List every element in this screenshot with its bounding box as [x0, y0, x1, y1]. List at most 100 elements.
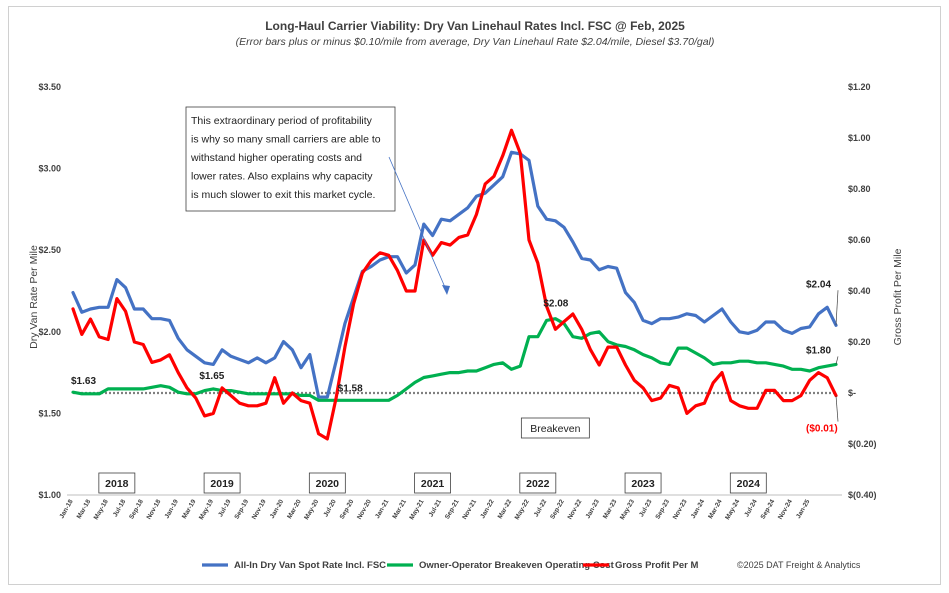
year-label: 2020	[316, 478, 340, 490]
year-box	[414, 472, 451, 494]
year-box	[98, 472, 136, 494]
year-box	[203, 472, 241, 494]
year-box	[729, 472, 767, 494]
y-tick-right: $0.40	[848, 286, 871, 296]
year-label: 2021	[421, 478, 445, 490]
x-tick-label: May-21	[408, 498, 425, 521]
note-box	[185, 106, 396, 212]
x-tick-label: Sep-23	[654, 498, 671, 520]
x-tick-label: Nov-21	[461, 498, 478, 521]
data-label: $1.80	[806, 345, 831, 356]
y-tick-right: $0.20	[848, 337, 871, 347]
data-label: ($0.01)	[806, 424, 838, 435]
year-label: 2022	[526, 478, 550, 490]
x-tick-label: Jan-21	[374, 498, 391, 520]
y-axis-left-label: Dry Van Rate Per Mile	[28, 245, 40, 349]
x-tick-label: May-18	[93, 498, 110, 521]
year-box	[624, 472, 662, 494]
y-tick-left: $2.00	[38, 327, 61, 337]
x-tick-label: Mar-19	[181, 498, 198, 520]
year-box	[308, 472, 346, 494]
series-line-1	[71, 317, 838, 402]
x-tick-label: Nov-23	[672, 498, 689, 521]
year-label: 2018	[105, 478, 129, 490]
x-tick-label: Nov-24	[777, 498, 794, 521]
y-tick-left: $1.50	[38, 408, 61, 418]
chart-frame: Long-Haul Carrier Viability: Dry Van Lin…	[8, 6, 941, 585]
y-tick-right: $(0.40)	[848, 490, 877, 500]
year-box	[519, 472, 557, 494]
y-tick-right: $-	[848, 388, 856, 398]
line-chart: Long-Haul Carrier Viability: Dry Van Lin…	[28, 19, 904, 571]
legend-label: Owner-Operator Breakeven Operating Cost	[419, 560, 615, 571]
legend-label: Gross Profit Per M	[615, 560, 698, 571]
x-tick-label: Mar-18	[76, 498, 93, 520]
x-tick-label: Jan-25	[795, 498, 812, 520]
y-tick-left: $3.00	[38, 164, 61, 174]
x-tick-label: May-24	[724, 498, 741, 521]
x-tick-label: Sep-24	[760, 498, 777, 520]
data-label: $2.04	[806, 279, 831, 290]
x-tick-label: Sep-22	[549, 498, 566, 520]
chart-title: Long-Haul Carrier Viability: Dry Van Lin…	[265, 19, 685, 33]
data-label: $2.08	[543, 299, 568, 310]
data-label: $1.65	[199, 371, 224, 382]
y-tick-right: $1.00	[848, 133, 871, 143]
note-line: withstand higher operating costs and	[190, 152, 362, 164]
note-line: This extraordinary period of profitabili…	[191, 115, 373, 127]
data-label: $1.63	[71, 376, 96, 387]
x-tick-label: Sep-18	[128, 498, 145, 520]
x-tick-label: Mar-23	[602, 498, 619, 520]
x-tick-label: May-20	[303, 498, 320, 521]
y-tick-left: $3.50	[38, 82, 61, 92]
x-tick-label: Nov-18	[146, 498, 163, 521]
x-tick-label: Jan-24	[690, 498, 707, 520]
y-tick-right: $(0.20)	[848, 439, 877, 449]
x-tick-label: Nov-20	[356, 498, 373, 521]
chart-subtitle: (Error bars plus or minus $0.10/mile fro…	[236, 36, 715, 48]
x-tick-label: Jul-22	[533, 498, 549, 518]
x-tick-label: Nov-22	[566, 498, 583, 521]
x-tick-label: Sep-20	[339, 498, 356, 520]
series-line-2	[71, 128, 838, 441]
credit-text: ©2025 DAT Freight & Analytics	[737, 560, 861, 570]
x-tick-label: Mar-21	[391, 498, 408, 520]
legend-label: All-In Dry Van Spot Rate Incl. FSC	[234, 560, 386, 571]
x-tick-label: May-22	[514, 498, 531, 521]
x-tick-label: Jan-23	[585, 498, 602, 520]
x-tick-label: Sep-19	[233, 498, 250, 520]
note-line: is much slower to exit this market cycle…	[191, 189, 375, 201]
note-line: lower rates. Also explains why capacity	[191, 171, 373, 183]
breakeven-label: Breakeven	[530, 423, 580, 435]
x-tick-label: May-19	[198, 498, 215, 521]
note-arrow-head	[442, 285, 450, 295]
y-tick-right: $0.60	[848, 235, 871, 245]
y-tick-right: $1.20	[848, 82, 871, 92]
x-tick-label: Mar-24	[707, 498, 724, 520]
year-label: 2019	[210, 478, 234, 490]
year-label: 2023	[631, 478, 655, 490]
y-tick-left: $1.00	[38, 490, 61, 500]
x-tick-label: Jan-20	[269, 498, 286, 520]
x-tick-label: Mar-22	[497, 498, 514, 520]
annotation-leader	[835, 290, 839, 326]
note-line: is why so many small carriers are able t…	[191, 134, 381, 146]
y-tick-left: $2.50	[38, 245, 61, 255]
breakeven-box	[520, 417, 590, 439]
x-tick-label: Jul-24	[743, 498, 759, 518]
note-arrow-line	[388, 156, 448, 293]
x-tick-label: Jul-21	[428, 498, 444, 518]
x-tick-label: Jul-23	[638, 498, 654, 518]
y-axis-right-label: Gross Profit Per Mile	[892, 248, 904, 345]
x-tick-label: Jul-19	[217, 498, 233, 518]
year-label: 2024	[737, 478, 761, 490]
x-tick-label: Mar-20	[286, 498, 303, 520]
annotation-leader	[835, 395, 839, 422]
data-label: $1.58	[338, 383, 363, 394]
x-tick-label: Nov-19	[251, 498, 268, 521]
x-tick-label: Sep-21	[444, 498, 461, 520]
series-line-0	[71, 150, 838, 399]
x-tick-label: May-23	[619, 498, 636, 521]
x-tick-label: Jul-20	[322, 498, 338, 518]
x-tick-label: Jan-19	[164, 498, 181, 520]
